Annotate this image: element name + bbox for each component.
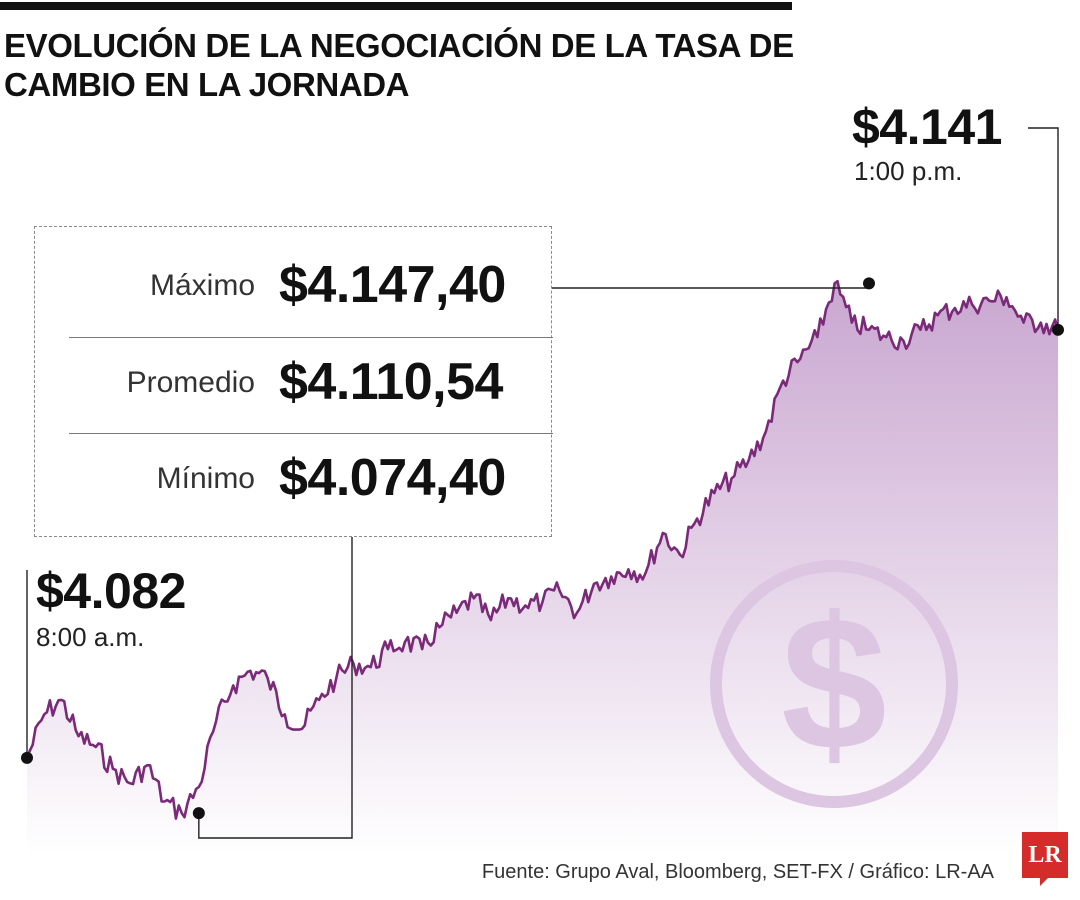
chart-title: EVOLUCIÓN DE LA NEGOCIACIÓN DE LA TASA D… — [4, 27, 794, 103]
leader-line — [1028, 127, 1059, 330]
stat-label: Máximo — [149, 269, 255, 302]
leader-line — [524, 283, 870, 289]
leader-line — [198, 500, 353, 839]
annotation-marker — [862, 277, 875, 290]
close-time-label: 1:00 p.m. — [854, 156, 963, 186]
annotation-marker — [192, 807, 205, 820]
open-time-label: 8:00 a.m. — [36, 622, 145, 652]
stat-row-minimo: Mínimo $4.074,40 — [69, 433, 553, 530]
area-fill — [27, 281, 1058, 856]
series-line — [25, 279, 1060, 820]
close-value-label: $4.141 — [852, 99, 1002, 155]
top-rule — [0, 2, 792, 10]
svg-text:$: $ — [781, 578, 887, 790]
stat-value: $4.147,40 — [279, 256, 506, 314]
stats-box: Máximo $4.147,40 Promedio $4.110,54 Míni… — [34, 226, 553, 537]
dollar-coin-icon: $ — [710, 560, 958, 808]
annotation-marker — [21, 751, 33, 764]
source-note: Fuente: Grupo Aval, Bloomberg, SET-FX / … — [481, 861, 994, 883]
stat-row-maximo: Máximo $4.147,40 — [69, 241, 553, 337]
stat-row-promedio: Promedio $4.110,54 — [69, 337, 553, 434]
stat-label: Mínimo — [156, 462, 255, 495]
lr-logo: LR — [1022, 832, 1068, 878]
stat-value: $4.110,54 — [279, 353, 503, 411]
stat-value: $4.074,40 — [279, 449, 506, 507]
annotation-marker — [1052, 323, 1064, 336]
lr-logo-tail — [1040, 876, 1050, 886]
open-value-label: $4.082 — [36, 563, 186, 619]
stat-label: Promedio — [126, 366, 255, 399]
